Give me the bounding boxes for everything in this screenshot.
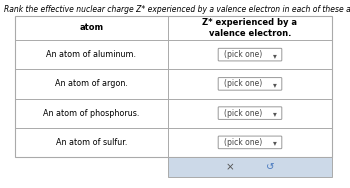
Text: ↺: ↺ bbox=[266, 162, 274, 172]
Text: ×: × bbox=[226, 162, 234, 172]
Text: ▾: ▾ bbox=[273, 109, 277, 118]
FancyBboxPatch shape bbox=[218, 78, 282, 90]
Text: ▾: ▾ bbox=[273, 138, 277, 147]
Text: Z* experienced by a
valence electron.: Z* experienced by a valence electron. bbox=[203, 18, 298, 38]
FancyBboxPatch shape bbox=[218, 136, 282, 149]
Text: atom: atom bbox=[79, 24, 104, 33]
Text: (pick one): (pick one) bbox=[224, 109, 262, 118]
Text: An atom of sulfur.: An atom of sulfur. bbox=[56, 138, 127, 147]
FancyBboxPatch shape bbox=[218, 48, 282, 61]
Text: Rank the effective nuclear charge Z* experienced by a valence electron in each o: Rank the effective nuclear charge Z* exp… bbox=[4, 5, 350, 14]
Text: (pick one): (pick one) bbox=[224, 79, 262, 88]
Text: An atom of argon.: An atom of argon. bbox=[55, 79, 128, 88]
Text: (pick one): (pick one) bbox=[224, 138, 262, 147]
Bar bbox=[168, 157, 332, 177]
Text: (pick one): (pick one) bbox=[224, 50, 262, 59]
Text: ▾: ▾ bbox=[273, 51, 277, 60]
FancyBboxPatch shape bbox=[218, 107, 282, 119]
Text: An atom of aluminum.: An atom of aluminum. bbox=[47, 50, 136, 59]
Text: ▾: ▾ bbox=[273, 80, 277, 89]
Text: An atom of phosphorus.: An atom of phosphorus. bbox=[43, 109, 140, 118]
Bar bbox=[15, 16, 332, 157]
